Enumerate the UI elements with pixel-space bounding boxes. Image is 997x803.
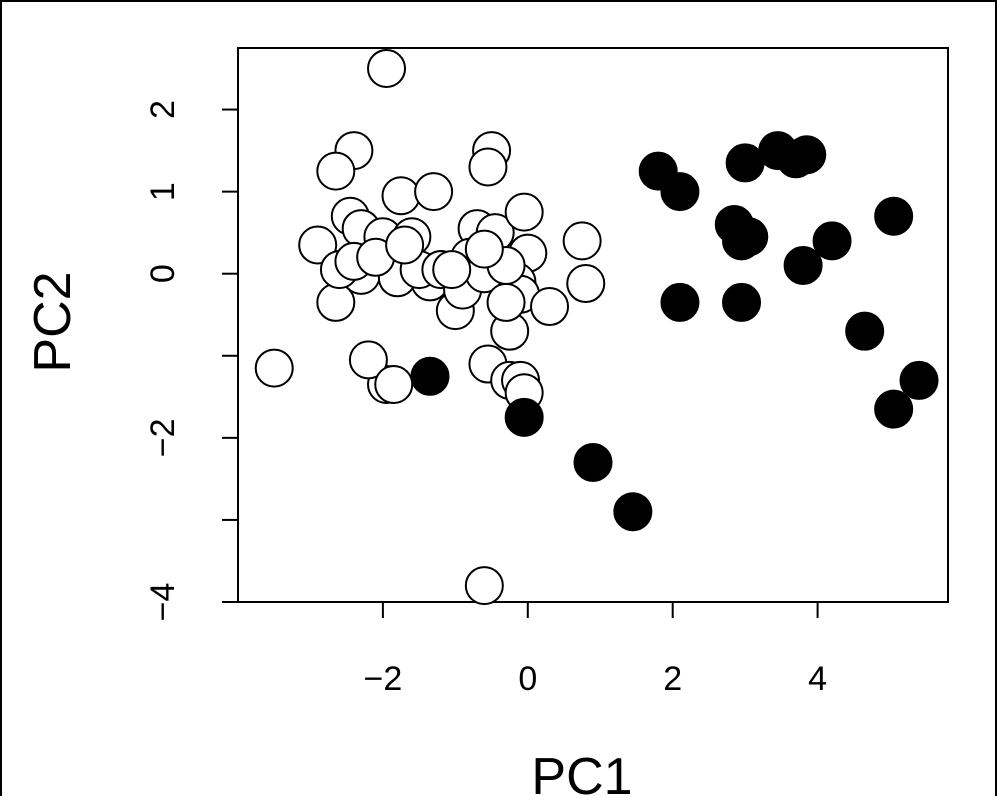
open-point [464, 566, 504, 606]
filled-point [573, 442, 613, 482]
open-point [432, 250, 472, 290]
x-tick-label: 2 [663, 660, 682, 698]
y-tick-label: −2 [144, 418, 182, 457]
filled-point [845, 311, 885, 351]
filled-point [783, 245, 823, 285]
filled-point [725, 143, 765, 183]
y-axis-label: PC2 [24, 271, 82, 372]
data-points [254, 49, 939, 606]
filled-point [722, 282, 762, 322]
open-point [566, 264, 606, 304]
filled-point [874, 196, 914, 236]
y-tick-label: −4 [144, 583, 182, 622]
open-point [381, 176, 421, 216]
y-tick-label: 1 [144, 182, 182, 201]
filled-point [899, 360, 939, 400]
open-point [348, 340, 388, 380]
filled-point [874, 389, 914, 429]
open-point [316, 151, 356, 191]
open-point [530, 287, 570, 327]
filled-point [660, 282, 700, 322]
y-tick-label: 2 [144, 100, 182, 119]
plot-border [237, 47, 949, 603]
x-tick-label: 0 [518, 660, 537, 698]
filled-point [660, 172, 700, 212]
open-point [385, 225, 425, 265]
filled-point [729, 217, 769, 257]
filled-point [613, 492, 653, 532]
open-point [486, 282, 526, 322]
open-point [367, 49, 407, 89]
x-tick-label: −2 [364, 660, 403, 698]
filled-point [787, 135, 827, 175]
open-point [374, 365, 414, 405]
y-tick-label: 0 [144, 264, 182, 283]
open-point [298, 225, 338, 265]
filled-point [812, 221, 852, 261]
filled-point [410, 356, 450, 396]
open-point [504, 192, 544, 232]
open-point [464, 229, 504, 269]
filled-point [504, 397, 544, 437]
open-point [562, 221, 602, 261]
x-tick-label: 4 [808, 660, 827, 698]
open-point [468, 147, 508, 187]
x-axis-label: PC1 [531, 748, 632, 798]
axes: −2 0 2 4 −4 −2 0 1 2 [144, 47, 949, 698]
open-point [254, 348, 294, 388]
open-point [414, 172, 454, 212]
